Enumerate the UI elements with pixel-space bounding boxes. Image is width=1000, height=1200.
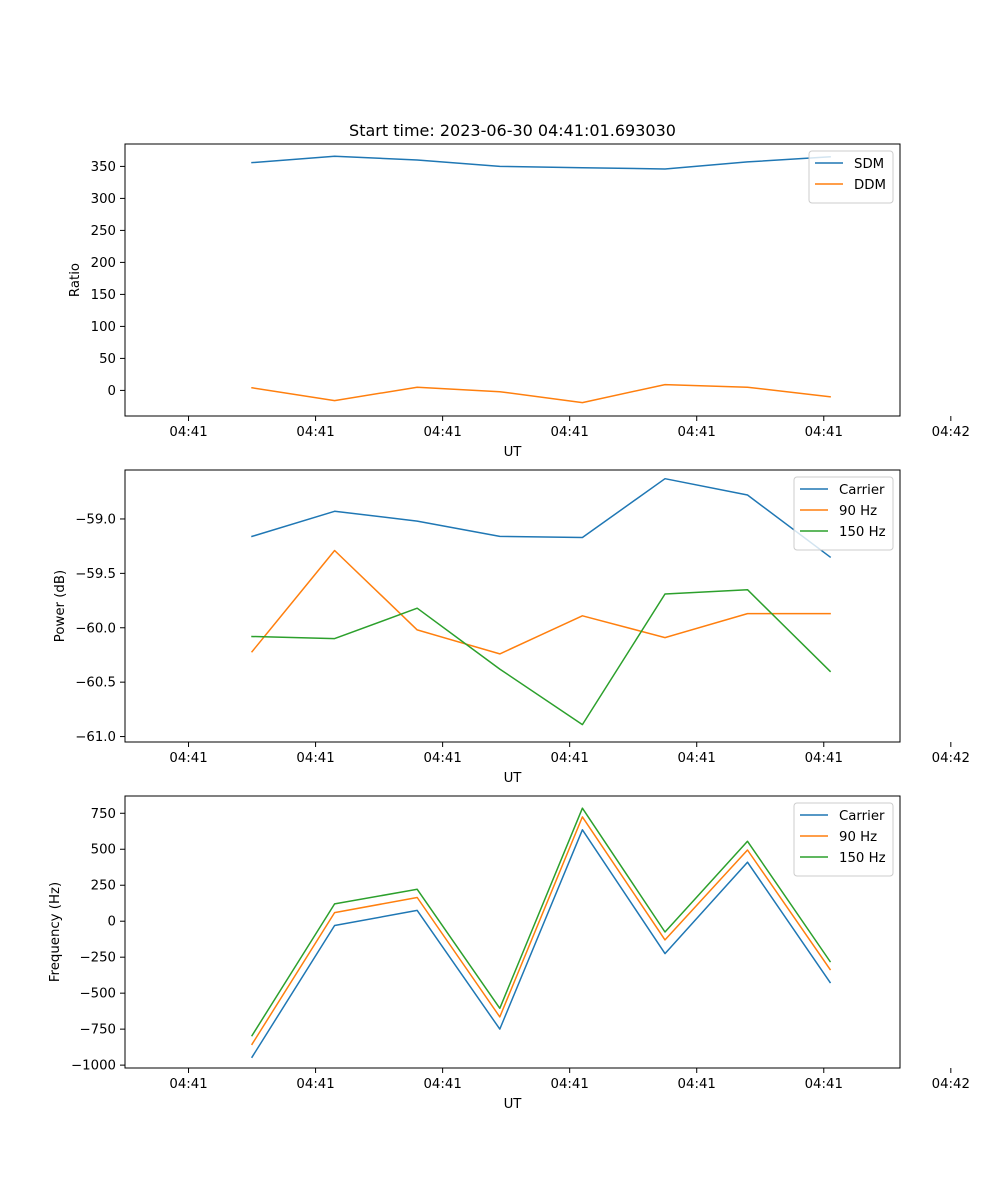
legend-label: 90 Hz: [839, 830, 877, 845]
x-tick-label: 04:41: [296, 751, 334, 766]
y-tick-label: 0: [108, 915, 116, 930]
legend-label: 150 Hz: [839, 851, 886, 866]
x-tick-label: 04:41: [423, 1077, 461, 1092]
x-tick-label: 04:41: [296, 425, 334, 440]
x-tick-label: 04:41: [169, 751, 207, 766]
y-tick-label: 250: [91, 224, 116, 239]
x-tick-label: 04:42: [932, 425, 970, 440]
y-axis-label: Ratio: [68, 263, 83, 297]
x-tick-label: 04:41: [423, 425, 461, 440]
series-line-carrier: [251, 477, 832, 559]
x-tick-label: 04:42: [932, 751, 970, 766]
y-tick-label: 500: [91, 843, 116, 858]
y-tick-label: 350: [91, 160, 116, 175]
legend: Carrier 90 Hz 150 Hz: [793, 802, 894, 877]
y-tick-label: 0: [108, 384, 116, 399]
x-tick-label: 04:41: [805, 1077, 843, 1092]
series-line-150-hz: [251, 588, 832, 726]
y-tick-label: −750: [79, 1023, 116, 1038]
y-tick-label: 200: [91, 256, 116, 271]
y-tick-label: −60.0: [75, 621, 116, 636]
y-tick-label: −250: [79, 951, 116, 966]
x-axis-label: UT: [504, 445, 523, 460]
y-axis-label: Frequency (Hz): [48, 882, 63, 982]
legend-label: 90 Hz: [839, 504, 877, 519]
x-tick-label: 04:41: [169, 1077, 207, 1092]
y-tick-label: 750: [91, 807, 116, 822]
series-line-90-hz: [250, 549, 831, 655]
series-line-carrier: [250, 829, 832, 1059]
series-line-150-hz: [250, 807, 832, 1037]
panel-2: 04:41 04:41 04:41 04:41 04:41 04:41 04:42 −61.0…: [53, 469, 970, 786]
panel-1: 04:41 04:41 04:41 04:41 04:41 04:41 04:42 0 50 10…: [68, 143, 970, 460]
plot-frame: [124, 469, 901, 743]
x-tick-label: 04:41: [423, 751, 461, 766]
x-tick-label: 04:41: [678, 751, 716, 766]
legend-label: Carrier: [839, 483, 885, 498]
series-line-sdm: [251, 155, 831, 170]
legend-label: SDM: [854, 157, 884, 172]
x-tick-label: 04:41: [551, 1077, 589, 1092]
x-tick-label: 04:41: [805, 751, 843, 766]
x-tick-label: 04:41: [551, 751, 589, 766]
series-line-90-hz: [250, 816, 832, 1046]
legend-label: DDM: [854, 178, 886, 193]
legend-label: Carrier: [839, 809, 885, 824]
x-axis-label: UT: [504, 771, 523, 786]
y-tick-label: 150: [91, 288, 116, 303]
x-tick-label: 04:41: [169, 425, 207, 440]
x-tick-label: 04:41: [805, 425, 843, 440]
plot-frame: [124, 143, 901, 417]
panel-3: 04:41 04:41 04:41 04:41 04:41 04:41 04:42 −1000…: [48, 795, 970, 1112]
x-tick-label: 04:41: [551, 425, 589, 440]
y-tick-label: 300: [91, 192, 116, 207]
x-tick-label: 04:41: [678, 425, 716, 440]
x-tick-label: 04:42: [932, 1077, 970, 1092]
chart-title: Start time: 2023-06-30 04:41:01.693030: [349, 121, 676, 140]
legend-box: [808, 150, 894, 204]
x-tick-label: 04:41: [296, 1077, 334, 1092]
y-tick-label: −1000: [71, 1059, 116, 1074]
plot-frame: [124, 795, 901, 1069]
y-tick-label: 250: [91, 879, 116, 894]
series-line-ddm: [251, 383, 831, 404]
y-tick-label: −500: [79, 987, 116, 1002]
legend: Carrier 90 Hz 150 Hz: [793, 476, 894, 551]
y-tick-label: 100: [91, 320, 116, 335]
legend: SDM DDM: [808, 150, 894, 204]
y-tick-label: −59.0: [75, 512, 116, 527]
y-tick-label: −60.5: [75, 676, 116, 691]
x-axis-label: UT: [504, 1097, 523, 1112]
y-tick-label: 50: [99, 352, 116, 367]
legend-label: 150 Hz: [839, 525, 886, 540]
y-tick-label: −59.5: [75, 567, 116, 582]
y-axis-label: Power (dB): [53, 570, 68, 642]
x-tick-label: 04:41: [678, 1077, 716, 1092]
y-tick-label: −61.0: [75, 730, 116, 745]
